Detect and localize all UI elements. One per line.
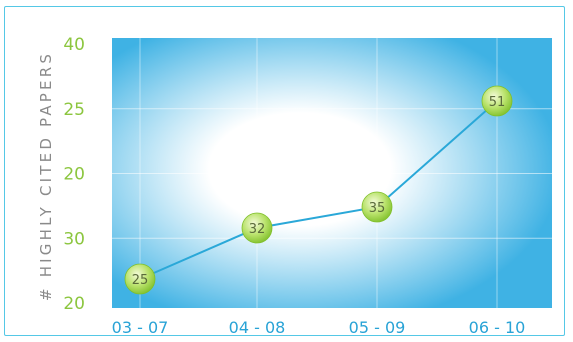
data-label: 25 xyxy=(132,273,149,288)
data-label: 32 xyxy=(249,222,266,237)
data-point: 32 xyxy=(241,212,273,244)
data-point: 25 xyxy=(124,263,156,295)
y-axis-ticks: 40 25 20 30 20 xyxy=(63,35,85,314)
data-marker xyxy=(361,191,393,223)
grid-lines xyxy=(112,38,552,308)
series-polyline xyxy=(139,100,498,280)
x-axis-ticks: 03 - 07 04 - 08 05 - 09 06 - 10 xyxy=(112,318,526,337)
x-tick-label: 06 - 10 xyxy=(469,318,526,337)
y-tick-label: 30 xyxy=(63,229,85,249)
data-marker xyxy=(241,212,273,244)
data-point: 51 xyxy=(481,85,513,117)
y-tick-label: 20 xyxy=(63,294,85,314)
x-tick-label: 04 - 08 xyxy=(229,318,286,337)
y-tick-label: 20 xyxy=(63,165,85,185)
data-marker xyxy=(124,263,156,295)
data-label: 35 xyxy=(369,201,386,216)
x-tick-label: 03 - 07 xyxy=(112,318,169,337)
y-axis-label: # HIGHLY CITED PAPERS xyxy=(37,51,55,301)
data-point: 35 xyxy=(361,191,393,223)
x-tick-label: 05 - 09 xyxy=(349,318,406,337)
series-line xyxy=(139,100,498,280)
y-tick-label: 25 xyxy=(63,100,85,120)
data-label: 51 xyxy=(489,95,506,110)
y-tick-label: 40 xyxy=(63,35,85,55)
data-marker xyxy=(481,85,513,117)
data-markers: 25 32 35 51 xyxy=(124,85,513,295)
